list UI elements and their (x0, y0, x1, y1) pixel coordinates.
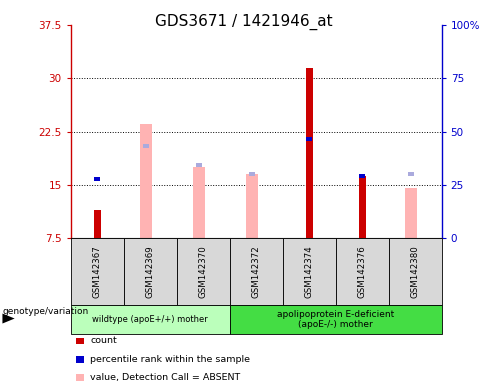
Bar (193, 167, 205, 238)
Text: GDS3671 / 1421946_at: GDS3671 / 1421946_at (155, 13, 333, 30)
Bar (408, 172, 414, 176)
Bar (140, 124, 152, 238)
Text: percentile rank within the sample: percentile rank within the sample (90, 355, 250, 364)
Bar (246, 174, 258, 238)
Text: GSM142380: GSM142380 (410, 245, 420, 298)
Text: value, Detection Call = ABSENT: value, Detection Call = ABSENT (90, 373, 241, 382)
Text: count: count (90, 336, 117, 346)
Bar (306, 68, 313, 238)
Bar (405, 189, 417, 238)
Text: GSM142367: GSM142367 (93, 245, 102, 298)
Bar (249, 172, 255, 176)
Text: genotype/variation: genotype/variation (2, 307, 89, 316)
Bar (359, 176, 366, 238)
Text: GSM142369: GSM142369 (146, 245, 155, 298)
Bar (143, 144, 149, 148)
Bar (359, 174, 365, 178)
Bar (94, 177, 100, 181)
Bar (196, 163, 202, 167)
Text: GSM142376: GSM142376 (358, 245, 366, 298)
Text: GSM142374: GSM142374 (305, 245, 314, 298)
Text: GSM142372: GSM142372 (252, 245, 261, 298)
Bar (306, 137, 312, 141)
Bar (94, 210, 101, 238)
Text: wildtype (apoE+/+) mother: wildtype (apoE+/+) mother (92, 315, 208, 324)
Text: GSM142370: GSM142370 (199, 245, 208, 298)
Text: apolipoprotein E-deficient
(apoE-/-) mother: apolipoprotein E-deficient (apoE-/-) mot… (277, 310, 394, 329)
